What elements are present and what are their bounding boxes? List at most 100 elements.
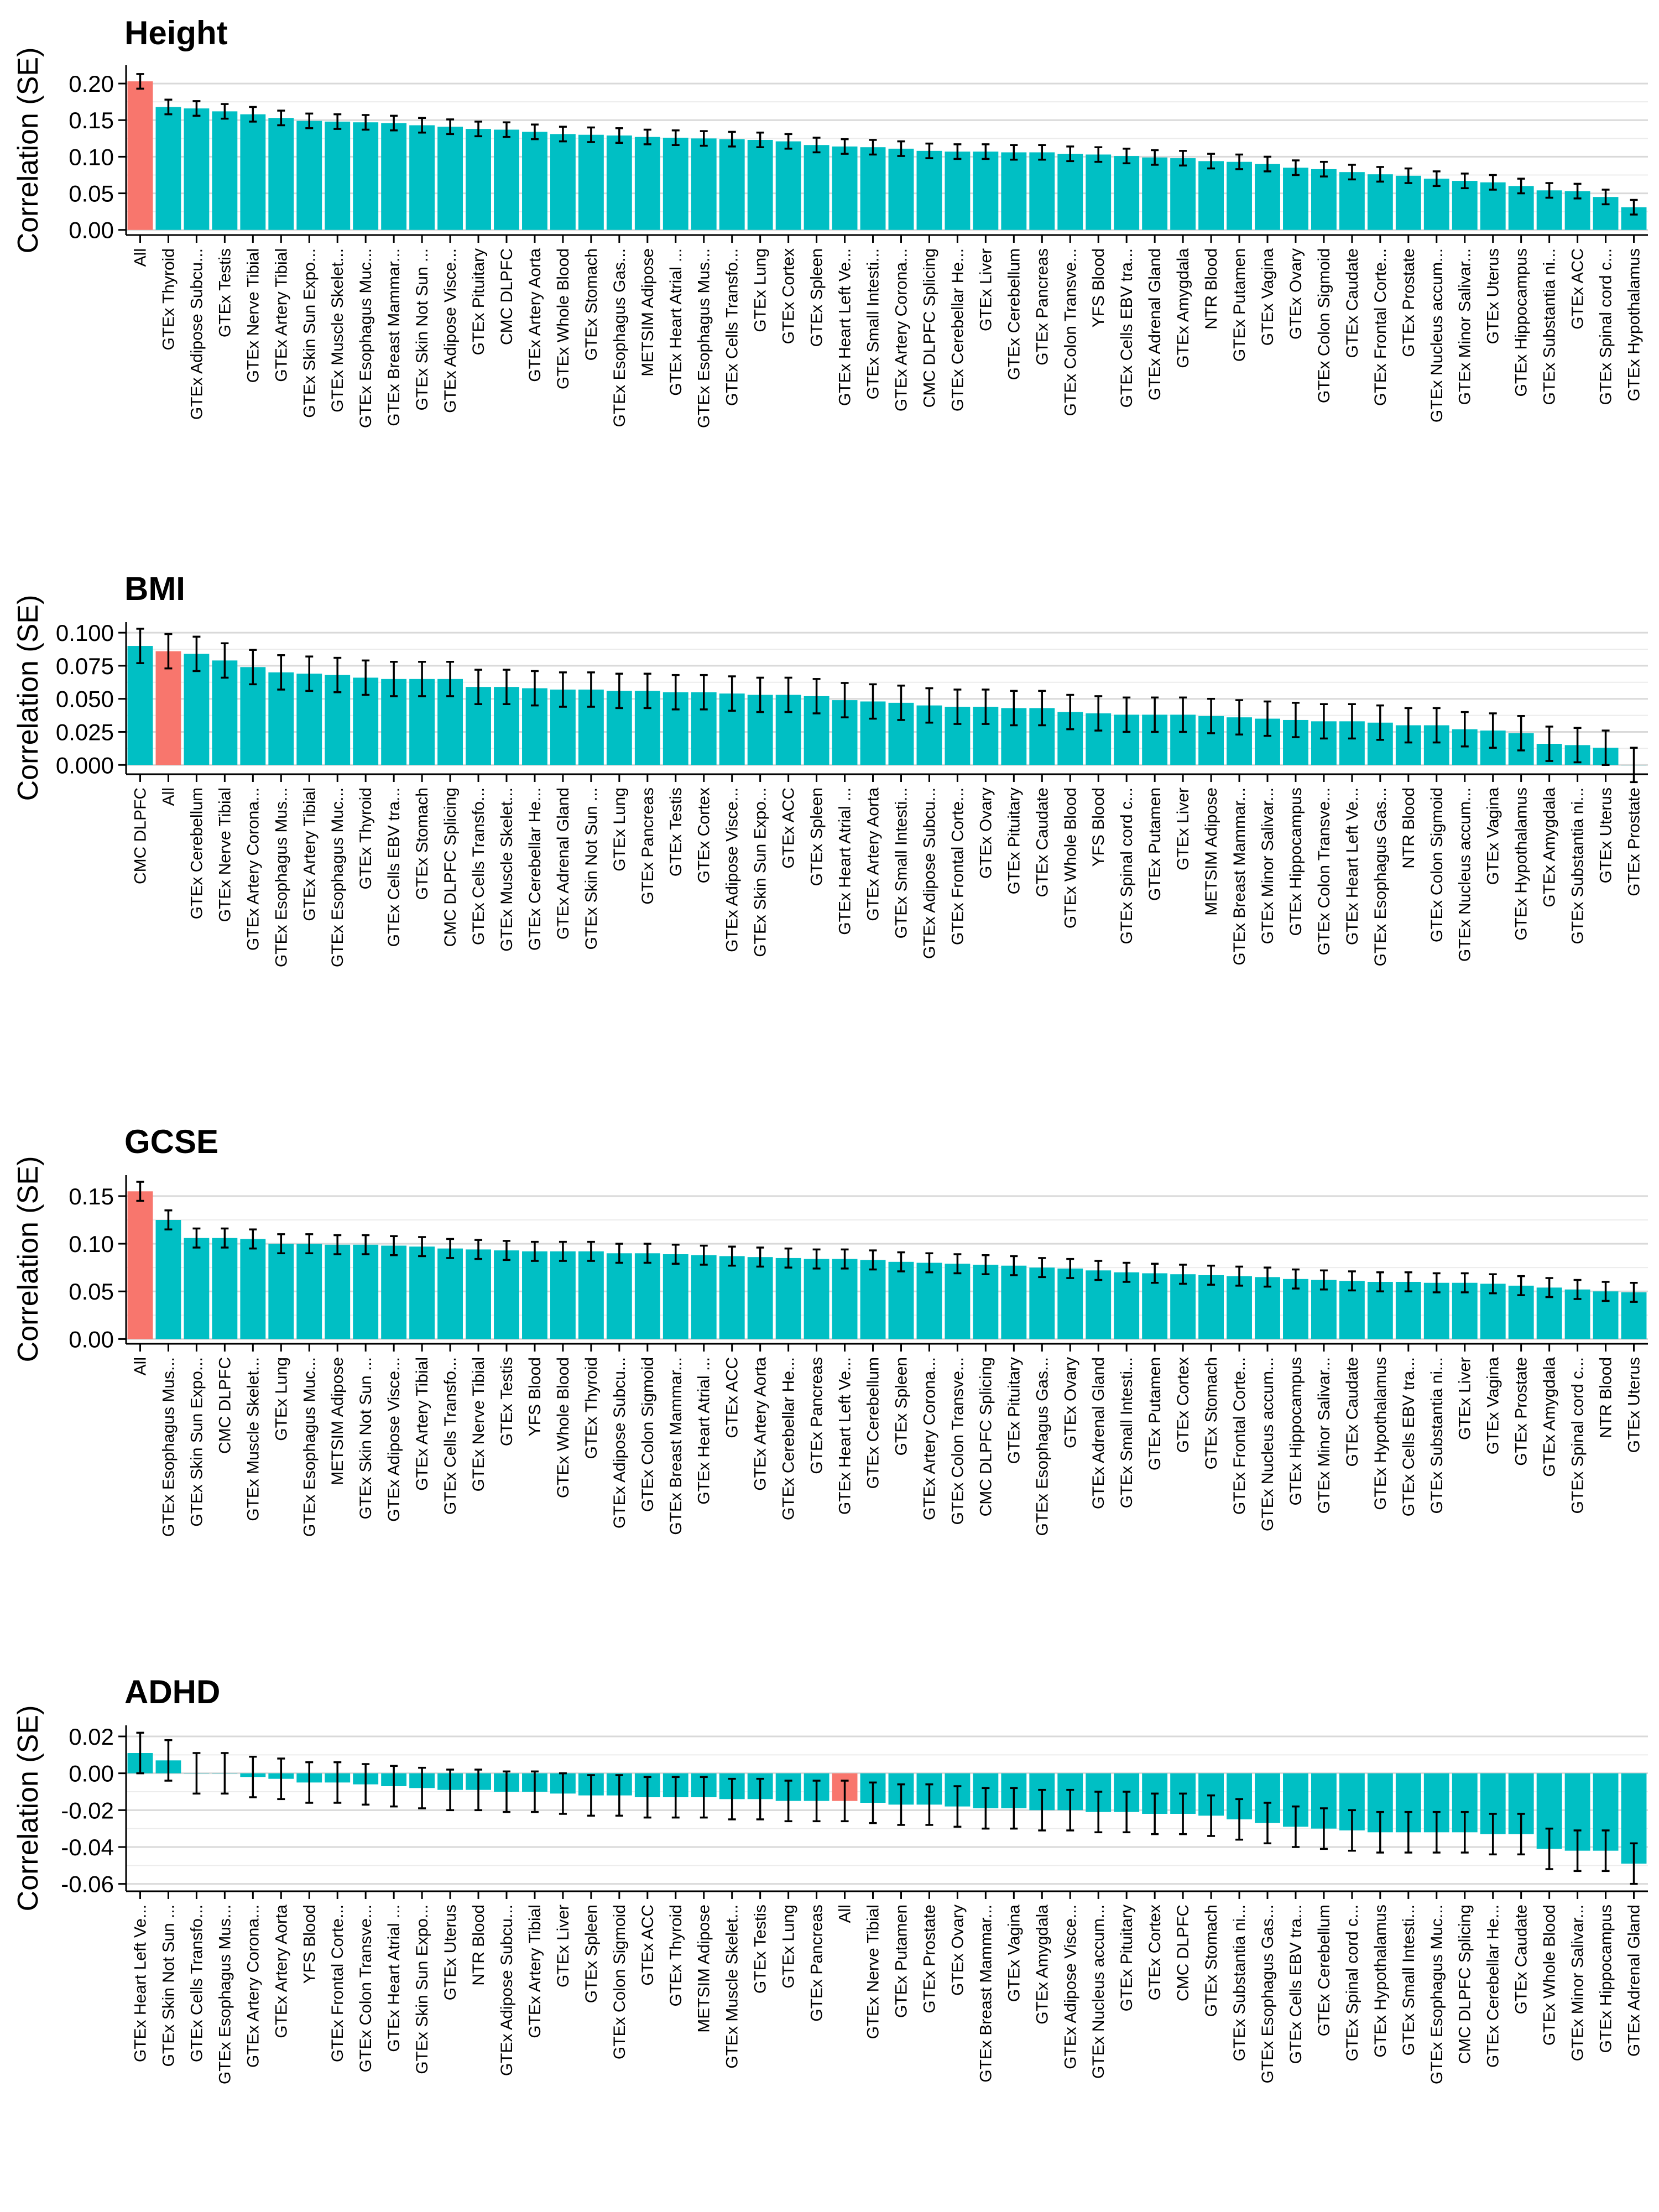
bar (437, 1248, 463, 1339)
bar (691, 138, 717, 230)
x-tick-label: GTEx Putamen (1146, 787, 1164, 901)
x-tick-label: GTEx Uterus (441, 1905, 460, 2000)
x-tick-label: GTEx Breast Mammar... (977, 1905, 995, 2083)
bar (1283, 168, 1308, 230)
x-tick-label: GTEx Liver (554, 1905, 572, 1987)
bar (832, 1259, 858, 1339)
bar (916, 150, 942, 230)
x-tick-label: GTEx Esophagus Mus... (272, 787, 290, 967)
bar (466, 129, 491, 230)
x-tick-label: METSIM Adipose (328, 1357, 347, 1485)
x-tick-label: GTEx Cerebellar He... (526, 787, 544, 951)
x-tick-label: GTEx Artery Corona... (244, 1905, 262, 2068)
x-tick-label: GTEx ACC (1569, 248, 1587, 330)
x-tick-label: GTEx Esophagus Muc... (357, 248, 375, 428)
x-tick-label: GTEx Cells EBV tra... (1400, 1357, 1418, 1516)
bar (1255, 164, 1280, 230)
x-tick-label: CMC DLPFC Splicing (441, 787, 460, 947)
x-tick-label: GTEx Stomach (1202, 1905, 1220, 2017)
x-tick-label: GTEx Minor Salivar... (1569, 1905, 1587, 2061)
bar (804, 145, 830, 230)
x-tick-label: GTEx Breast Mammar... (385, 248, 403, 426)
x-tick-label: GTEx ACC (780, 787, 798, 869)
x-tick-label: GTEx Putamen (1146, 1357, 1164, 1470)
x-tick-label: GTEx Cortex (780, 248, 798, 344)
x-tick-label: GTEx Spinal cord c... (1343, 1905, 1361, 2061)
x-tick-label: GTEx Adipose Visce... (723, 787, 742, 952)
x-tick-label: GTEx Stomach (1202, 1357, 1220, 1469)
x-tick-label: GTEx Nerve Tibial (469, 1357, 488, 1491)
x-tick-label: GTEx Artery Aorta (752, 1357, 770, 1491)
x-tick-label: GTEx Cerebellar He... (1484, 1905, 1503, 2068)
x-tick-label: GTEx Hippocampus (1597, 1905, 1615, 2053)
bar (184, 1238, 210, 1339)
bar (719, 139, 745, 230)
x-tick-label: GTEx Nucleus accum... (1089, 1905, 1108, 2079)
bar (747, 1257, 773, 1339)
bar (325, 1244, 351, 1339)
bar (578, 134, 604, 230)
y-tick-label: -0.04 (61, 1834, 114, 1860)
bar (494, 1250, 519, 1339)
x-tick-label: GTEx Minor Salivar... (1456, 248, 1474, 405)
x-tick-label: GTEx Adipose Subcu... (920, 787, 938, 959)
x-tick-label: CMC DLPFC (498, 248, 516, 345)
x-tick-label: GTEx Stomach (413, 787, 431, 900)
bar (155, 1219, 181, 1339)
bar (1029, 1267, 1055, 1339)
x-tick-label: GTEx Heart Left Ve... (836, 248, 854, 406)
x-tick-label: METSIM Adipose (639, 248, 657, 377)
x-tick-label: GTEx Hypothalamus (1371, 1357, 1390, 1510)
x-tick-label: GTEx Small Intesti... (864, 248, 883, 399)
x-tick-label: GTEx Adrenal Gland (1625, 1905, 1644, 2057)
bar (522, 132, 547, 230)
x-tick-label: GTEx Colon Transve... (948, 1357, 967, 1525)
bar (1057, 1268, 1083, 1339)
x-tick-label: GTEx Artery Tibial (526, 1905, 544, 2038)
x-tick-label: GTEx Thyroid (159, 248, 178, 351)
x-tick-label: CMC DLPFC Splicing (1456, 1905, 1474, 2064)
x-tick-label: All (131, 248, 149, 267)
bar (606, 135, 632, 230)
x-tick-label: GTEx Artery Corona... (920, 1357, 938, 1520)
x-tick-label: GTEx Uterus (1597, 787, 1615, 883)
bar (1311, 169, 1337, 230)
x-tick-label: GTEx Amygdala (1541, 787, 1559, 907)
x-tick-label: GTEx Whole Blood (1541, 1905, 1559, 2046)
bar (296, 1244, 322, 1339)
x-tick-label: GTEx Artery Aorta (272, 1905, 290, 2038)
y-tick-label: -0.06 (61, 1871, 114, 1897)
y-tick-label: 0.15 (69, 1183, 114, 1209)
bar (578, 1251, 604, 1339)
bar (662, 1254, 688, 1339)
bar (1227, 161, 1252, 230)
bar (691, 1255, 717, 1339)
x-tick-label: GTEx Nucleus accum... (1456, 787, 1474, 962)
x-tick-label: GTEx Minor Salivar... (1315, 1357, 1333, 1514)
y-tick-label: 0.20 (69, 71, 114, 97)
x-tick-label: GTEx Heart Left Ve... (1343, 787, 1361, 945)
x-tick-label: GTEx Ovary (977, 787, 995, 879)
x-tick-label: GTEx Caudate (1033, 787, 1051, 897)
x-tick-label: GTEx Pituitary (1005, 787, 1023, 894)
x-tick-label: GTEx Stomach (582, 248, 601, 361)
x-tick-label: GTEx Cells Transfo... (723, 248, 742, 406)
x-tick-label: GTEx Colon Sigmoid (611, 1905, 629, 2059)
x-tick-label: GTEx Esophagus Gas... (1259, 1905, 1277, 2083)
bar (1423, 179, 1449, 230)
y-tick-label: 0.050 (56, 686, 114, 712)
bar (1198, 1275, 1224, 1339)
panel-title: GCSE (124, 1123, 218, 1160)
x-tick-label: GTEx Artery Tibial (272, 248, 290, 382)
x-tick-label: GTEx Uterus (1625, 1357, 1644, 1453)
y-tick-label: 0.075 (56, 653, 114, 679)
x-tick-label: GTEx Prostate (920, 1905, 938, 2013)
x-tick-label: GTEx Cells Transfo... (187, 1905, 206, 2062)
bar (775, 141, 801, 230)
panel-adhd: ADHD Correlation (SE) -0.06 -0.04 -0.02 0.00 0… (12, 1673, 1648, 2084)
bar (550, 134, 576, 230)
x-tick-label: GTEx Colon Sigmoid (1428, 787, 1446, 942)
x-tick-label: GTEx Heart Left Ve... (131, 1905, 149, 2062)
x-tick-label: GTEx Skin Not Sun ... (582, 787, 601, 950)
x-tick-label: GTEx Pancreas (808, 1357, 826, 1474)
